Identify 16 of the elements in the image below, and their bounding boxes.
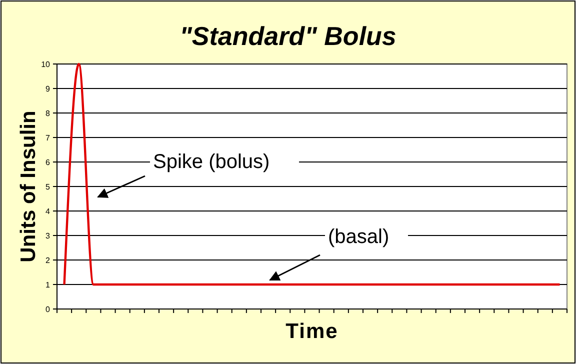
y-axis-title: Units of Insulin <box>17 110 40 262</box>
y-tick-label: 9 <box>46 84 51 94</box>
y-tick-label: 6 <box>46 158 51 167</box>
y-tick-label: 4 <box>46 206 51 216</box>
chart-title: "Standard" Bolus <box>180 21 396 51</box>
y-tick-label: 7 <box>46 133 51 142</box>
y-tick-label: 5 <box>46 182 51 192</box>
y-tick-label: 10 <box>41 60 51 69</box>
y-tick-label: 2 <box>46 256 51 265</box>
annotation: Spike (bolus) <box>153 151 270 173</box>
annotation: (basal) <box>328 226 390 248</box>
y-tick-label: 1 <box>46 280 51 290</box>
y-tick-label: 0 <box>46 304 51 314</box>
x-axis-title: Time <box>286 320 338 343</box>
y-tick-label: 3 <box>46 231 51 240</box>
y-tick-label: 8 <box>46 108 51 118</box>
